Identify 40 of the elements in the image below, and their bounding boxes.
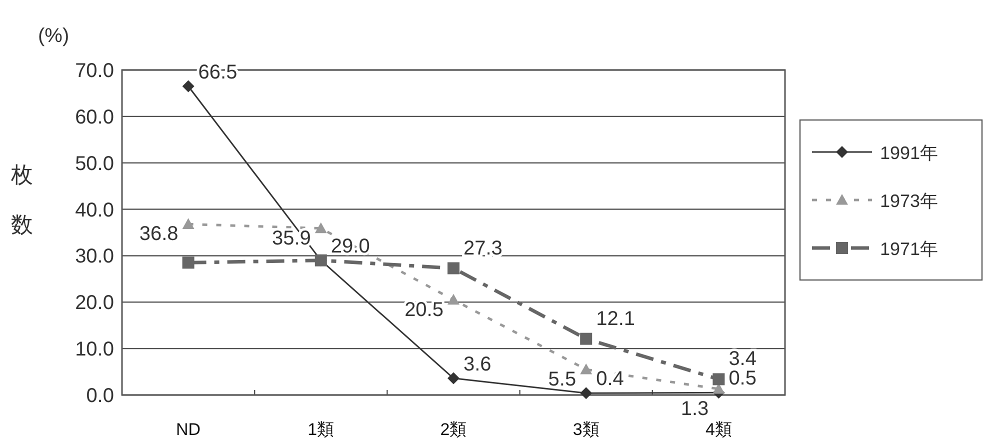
point (448, 294, 460, 305)
data-label: 3.6 (464, 353, 492, 376)
point (182, 218, 194, 229)
data-label: 5.5 (548, 368, 576, 390)
data-label: 29.0 (330, 235, 370, 258)
data-label: 20.5 (404, 298, 444, 321)
y-tick-label: 20.0 (75, 292, 114, 314)
legend-label: 1971年 (880, 239, 938, 259)
y-tick-label: 50.0 (75, 152, 114, 175)
text: (%) (38, 25, 70, 47)
y-tick-label: 70.0 (75, 60, 114, 82)
data-label: 3.4 (728, 348, 757, 370)
y-tick-label: 0.0 (86, 385, 114, 407)
point (580, 363, 592, 374)
point (712, 373, 725, 386)
data-label: 36.8 (139, 223, 178, 246)
point (448, 372, 460, 384)
data-label: 27.3 (464, 237, 502, 260)
point (182, 80, 194, 92)
point (580, 387, 592, 400)
y-tick-label: 30.0 (75, 246, 114, 268)
data-label: 12.1 (596, 308, 636, 330)
y-tick-label: 40.0 (75, 199, 114, 222)
data-label: 0.5 (728, 368, 757, 390)
data-label: 1.3 (680, 398, 709, 420)
data-label: 0.4 (596, 368, 624, 390)
x-tick-label: 1類 (308, 420, 334, 439)
x-tick-label: ND (176, 420, 201, 439)
point (580, 332, 592, 345)
y-axis-title: 枚数 (10, 162, 33, 237)
x-tick-label: 4類 (705, 420, 732, 439)
legend-label: 1991年 (880, 143, 938, 163)
x-tick-label: 3類 (572, 420, 600, 439)
y-tick-label: 10.0 (75, 338, 114, 361)
point (448, 262, 460, 274)
y-tick-label: 60.0 (75, 106, 114, 128)
point (314, 222, 327, 234)
legend-label: 1973年 (880, 191, 938, 211)
x-tick-label: 2類 (440, 420, 467, 439)
point (182, 256, 194, 269)
